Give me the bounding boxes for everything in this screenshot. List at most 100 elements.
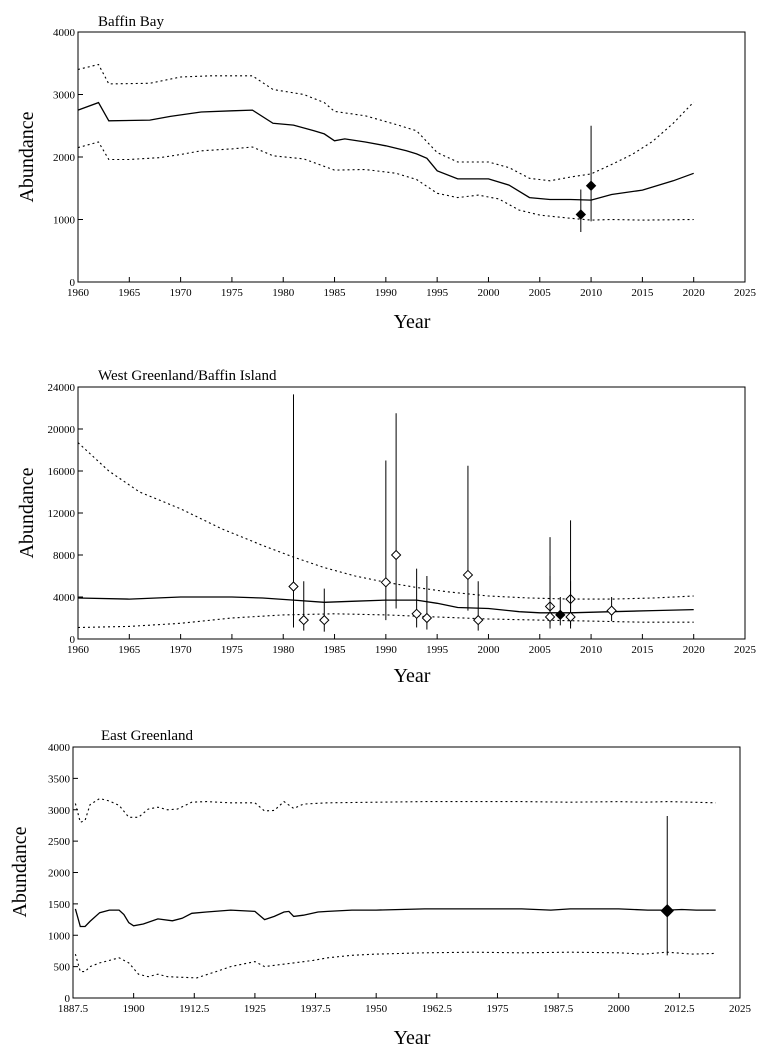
marks: 1887.5 1900 1912.5 1925 1937.5 1950 1962.5 1975… [48, 742, 752, 1015]
panel-west-greenland-baffin-island: West Greenland/Baffin Island Year Abunda… [16, 368, 757, 687]
x-tick-label: 1980 [272, 287, 295, 299]
x-tick-label: 1995 [426, 644, 449, 656]
x-tick-label: 2015 [631, 644, 654, 656]
x-tick-label: 2010 [580, 644, 603, 656]
x-tick-label: 1950 [365, 1003, 388, 1015]
data-point [575, 209, 587, 220]
y-tick-label: 24000 [48, 382, 76, 394]
marks: 1960 1965 1970 1975 1980 1985 1990 1995 2000 2005… [48, 382, 757, 656]
x-tick-label: 2025 [734, 287, 757, 299]
x-tick-label: 1937.5 [300, 1003, 331, 1015]
x-tick-label: 1995 [426, 287, 449, 299]
x-tick-label: 1925 [244, 1003, 267, 1015]
series-line-estimate [74, 908, 716, 928]
data-point [288, 581, 299, 592]
x-tick-label: 2010 [580, 287, 603, 299]
series-line-lower-bound [77, 141, 694, 221]
data-point [421, 612, 433, 624]
data-point [606, 605, 617, 616]
x-tick-label: 1960 [67, 287, 90, 299]
x-tick-label: 1970 [170, 644, 193, 656]
y-tick-label: 3000 [53, 90, 76, 102]
plot-frame [77, 31, 746, 283]
data-point [411, 608, 422, 620]
x-tick-label: 2000 [477, 644, 500, 656]
x-axis-label: Year [394, 665, 431, 687]
plot-frame [72, 746, 741, 999]
y-tick-label: 4000 [53, 27, 76, 39]
y-tick-label: 3500 [48, 773, 71, 785]
y-tick-label: 1000 [48, 930, 71, 942]
y-tick-label: 4000 [53, 592, 76, 604]
x-axis-label: Year [394, 311, 431, 333]
y-axis-label: Abundance [9, 826, 31, 917]
panel-baffin-bay: Baffin Bay Year Abundance 1960 1965 1970 19… [16, 14, 757, 333]
y-tick-label: 2500 [48, 836, 71, 848]
data-point [319, 614, 330, 626]
data-point [390, 549, 402, 561]
data-point [298, 614, 309, 626]
plot-frame [77, 386, 746, 640]
x-axis-label: Year [394, 1027, 431, 1049]
data-point [555, 609, 566, 621]
y-axis-label: Abundance [16, 111, 38, 202]
x-tick-label: 1900 [123, 1003, 146, 1015]
x-tick-label: 1970 [170, 287, 193, 299]
y-tick-label: 0 [65, 993, 71, 1005]
data-point [380, 577, 392, 588]
y-tick-label: 16000 [48, 466, 76, 478]
x-tick-label: 1965 [118, 287, 141, 299]
x-tick-label: 1975 [221, 644, 244, 656]
x-tick-label: 1887.5 [58, 1003, 89, 1015]
x-tick-label: 1987.5 [543, 1003, 574, 1015]
series-line-upper-bound [77, 63, 695, 182]
x-tick-label: 2025 [734, 644, 757, 656]
x-tick-label: 2000 [608, 1003, 631, 1015]
x-tick-label: 1912.5 [179, 1003, 210, 1015]
x-tick-label: 1980 [272, 644, 295, 656]
y-tick-label: 1500 [48, 899, 71, 911]
chart-title: Baffin Bay [98, 14, 164, 30]
x-tick-label: 2012.5 [664, 1003, 695, 1015]
y-tick-label: 500 [54, 962, 71, 974]
panel-east-greenland: East Greenland Year Abundance 1887.5 1900… [9, 728, 752, 1049]
y-tick-label: 2000 [53, 152, 76, 164]
y-tick-label: 12000 [48, 508, 76, 520]
x-tick-label: 1990 [375, 644, 398, 656]
x-tick-label: 2000 [477, 287, 500, 299]
y-axis-label: Abundance [16, 467, 38, 558]
x-tick-label: 2005 [529, 644, 552, 656]
chart-title: East Greenland [101, 728, 194, 744]
x-tick-label: 1975 [221, 287, 244, 299]
x-tick-label: 2020 [683, 644, 706, 656]
data-point [462, 569, 474, 581]
x-tick-label: 2025 [729, 1003, 752, 1015]
y-tick-label: 0 [70, 277, 76, 289]
x-tick-label: 1985 [324, 287, 347, 299]
y-tick-label: 1000 [53, 215, 76, 227]
y-tick-label: 0 [70, 634, 76, 646]
x-tick-label: 1990 [375, 287, 398, 299]
x-tick-label: 1975 [486, 1003, 509, 1015]
chart-title: West Greenland/Baffin Island [98, 368, 277, 384]
x-tick-label: 1962.5 [422, 1003, 453, 1015]
x-tick-label: 2020 [683, 287, 706, 299]
x-tick-label: 2005 [529, 287, 552, 299]
x-tick-label: 2015 [631, 287, 654, 299]
data-point [660, 904, 674, 918]
data-point [585, 180, 597, 191]
y-tick-label: 3000 [48, 805, 71, 817]
x-tick-label: 1960 [67, 644, 90, 656]
marks: 1960 1965 1970 1975 1980 1985 1990 1995 2000 2005… [53, 27, 757, 299]
series-line-lower-bound [74, 951, 716, 979]
series-line-upper-bound [77, 442, 694, 600]
series-line-upper-bound [74, 797, 716, 824]
y-tick-label: 20000 [48, 424, 76, 436]
y-tick-label: 8000 [53, 550, 76, 562]
x-tick-label: 1965 [118, 644, 141, 656]
data-point [472, 614, 484, 626]
x-tick-label: 1985 [324, 644, 347, 656]
y-tick-label: 4000 [48, 742, 71, 754]
data-point [565, 611, 576, 623]
